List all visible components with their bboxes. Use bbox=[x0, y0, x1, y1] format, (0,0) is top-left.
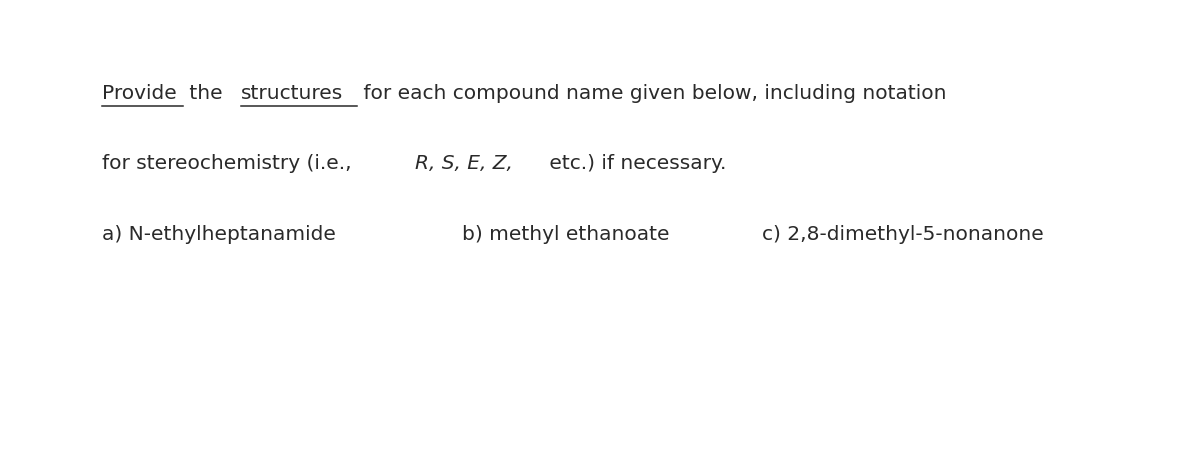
Text: a) N-ethylheptanamide: a) N-ethylheptanamide bbox=[102, 225, 336, 244]
Text: for each compound name given below, including notation: for each compound name given below, incl… bbox=[358, 84, 947, 103]
Text: the: the bbox=[184, 84, 229, 103]
Text: c) 2,8-dimethyl-5-nonanone: c) 2,8-dimethyl-5-nonanone bbox=[762, 225, 1044, 244]
Text: Provide: Provide bbox=[102, 84, 176, 103]
Text: R, S, E, Z,: R, S, E, Z, bbox=[415, 154, 514, 174]
Text: b) methyl ethanoate: b) methyl ethanoate bbox=[462, 225, 670, 244]
Text: for stereochemistry (i.e.,: for stereochemistry (i.e., bbox=[102, 154, 358, 174]
Text: structures: structures bbox=[241, 84, 343, 103]
Text: etc.) if necessary.: etc.) if necessary. bbox=[542, 154, 726, 174]
